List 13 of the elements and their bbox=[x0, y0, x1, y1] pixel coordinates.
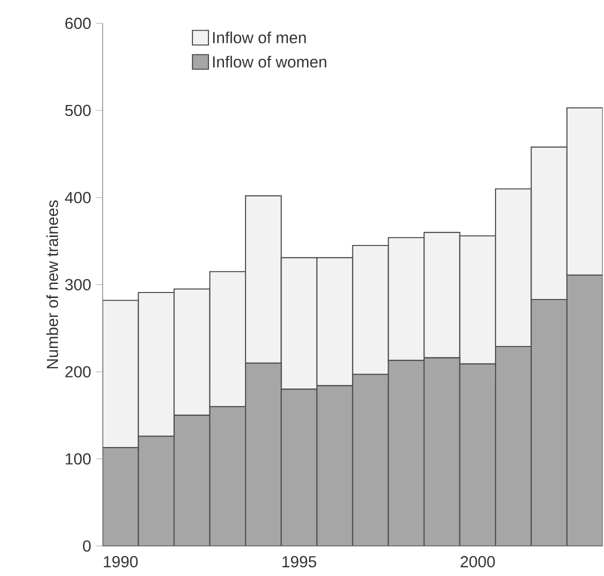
y-tick-label: 600 bbox=[65, 18, 91, 29]
y-tick-label: 200 bbox=[65, 366, 91, 378]
y-tick-label: 100 bbox=[66, 453, 91, 465]
y-tick-label: 400 bbox=[64, 192, 91, 204]
y-tick-label: 500 bbox=[65, 104, 91, 116]
x-tick-label: 1995 bbox=[282, 556, 316, 568]
x-tick-label: 1990 bbox=[104, 556, 138, 568]
y-tick-label: 0 bbox=[83, 540, 91, 552]
y-axis-title: Number of new trainees bbox=[46, 200, 58, 368]
legend-label: Inflow of women bbox=[213, 56, 326, 68]
x-tick-label: 2000 bbox=[460, 556, 495, 568]
y-tick-label: 300 bbox=[65, 279, 91, 290]
legend-label: Inflow of men bbox=[213, 32, 306, 44]
